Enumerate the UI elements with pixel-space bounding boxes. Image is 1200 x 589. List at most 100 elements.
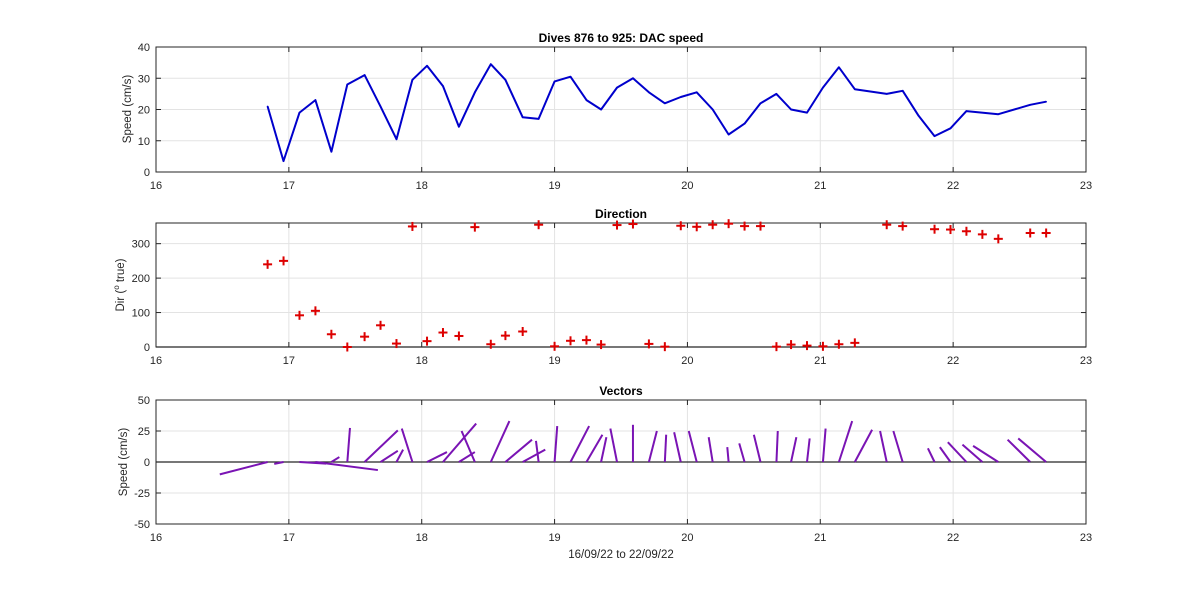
speed-data-point xyxy=(695,91,698,94)
speed-data-point xyxy=(1029,104,1031,106)
direction-marker xyxy=(898,221,908,231)
vectors-chart-x-tick-label: 23 xyxy=(1080,532,1092,544)
vectors-chart-x-tick-label: 21 xyxy=(814,532,826,544)
speed-chart-x-tick-label: 23 xyxy=(1080,180,1092,192)
vectors-chart-y-tick-label: -50 xyxy=(134,519,150,531)
vector-stick xyxy=(707,437,714,463)
vectors-chart-x-tick-label: 22 xyxy=(947,532,959,544)
direction-marker xyxy=(391,339,401,349)
vectors-chart-x-tick-label: 17 xyxy=(283,532,295,544)
speed-chart-ylabel: Speed (cm/s) xyxy=(122,75,134,144)
vector-stick xyxy=(504,438,533,463)
vector-stick xyxy=(647,430,658,463)
direction-marker xyxy=(977,229,987,239)
direction-marker xyxy=(581,335,591,345)
vectors-chart-x-tick-label: 19 xyxy=(548,532,560,544)
vector-stick xyxy=(460,430,476,463)
vector-stick xyxy=(673,432,682,463)
direction-marker xyxy=(596,340,606,350)
speed-chart-x-tick-label: 18 xyxy=(416,180,428,192)
direction-marker xyxy=(294,310,304,320)
direction-ylabel-main: Dir ( xyxy=(115,290,127,312)
direction-marker xyxy=(518,327,528,336)
vector-stick xyxy=(395,449,404,463)
vector-stick xyxy=(1017,437,1047,463)
speed-chart-x-tick-label: 16 xyxy=(150,180,162,192)
direction-chart-group: 16 17 18 19 20 21 22 23 0 100 200 300 xyxy=(132,219,1092,367)
direction-marker xyxy=(802,341,812,351)
vector-stick xyxy=(274,461,284,465)
direction-marker xyxy=(470,222,480,232)
speed-data-point xyxy=(521,116,524,119)
direction-chart-x-tick-label: 17 xyxy=(283,355,295,367)
direction-marker xyxy=(279,256,289,266)
vectors-chart-title: Vectors xyxy=(599,384,643,398)
speed-data-point xyxy=(266,105,269,108)
vectors-chart-y-tick-label: 50 xyxy=(138,395,150,407)
speed-data-point xyxy=(600,108,602,111)
vector-stick xyxy=(522,448,546,463)
direction-ylabel-sup: o xyxy=(112,285,121,290)
direction-marker xyxy=(486,339,496,349)
direction-marker xyxy=(850,338,860,348)
direction-marker xyxy=(771,342,781,352)
direction-chart-y-tick-label: 100 xyxy=(132,308,150,320)
direction-chart-x-tick-label: 19 xyxy=(548,355,560,367)
vector-stick xyxy=(837,420,854,463)
vector-stick xyxy=(330,456,340,463)
vector-stick xyxy=(489,420,511,463)
direction-chart-y-tick-label: 300 xyxy=(132,239,150,251)
speed-data-point xyxy=(553,80,556,83)
vectors-chart-x-tick-label: 20 xyxy=(681,532,693,544)
direction-chart-x-tick-label: 18 xyxy=(416,355,428,367)
speed-chart-y-tick-label: 10 xyxy=(138,136,150,148)
vector-stick xyxy=(927,447,936,463)
vector-stick xyxy=(442,422,477,463)
vector-stick xyxy=(363,429,399,463)
plots-layer: 16 17 18 19 20 21 22 23 0 10 20 30 40 16 17 18 19 20 21 22 2… xyxy=(132,42,1092,544)
direction-marker xyxy=(724,219,734,229)
vector-stick xyxy=(219,461,268,476)
speed-data-point xyxy=(664,102,666,105)
direction-marker xyxy=(692,222,702,232)
speed-data-point xyxy=(395,138,398,140)
direction-marker xyxy=(360,332,370,342)
speed-data-point xyxy=(585,99,588,101)
direction-marker xyxy=(756,221,765,231)
direction-chart-y-tick-label: 200 xyxy=(132,273,150,285)
vector-stick xyxy=(790,436,798,463)
speed-data-point xyxy=(379,105,382,108)
speed-data-point xyxy=(759,102,762,105)
direction-marker xyxy=(612,220,622,230)
speed-chart-y-tick-label: 30 xyxy=(138,73,150,85)
vector-stick xyxy=(600,436,608,463)
speed-data-point xyxy=(743,122,746,125)
vector-stick xyxy=(663,434,668,463)
vector-stick xyxy=(961,443,984,463)
direction-marker xyxy=(566,336,576,346)
speed-data-point xyxy=(458,125,460,128)
speed-data-point xyxy=(426,64,428,67)
speed-chart-y-tick-label: 20 xyxy=(138,105,150,117)
speed-chart-title: Dives 876 to 925: DAC speed xyxy=(539,31,704,45)
vectors-chart-y-tick-label: -25 xyxy=(134,488,150,500)
vectors-chart-xlabel: 16/09/22 to 22/09/22 xyxy=(568,549,674,561)
speed-data-point xyxy=(997,113,1000,115)
speed-data-point xyxy=(632,77,634,80)
vectors-chart-x-tick-label: 18 xyxy=(416,532,428,544)
speed-chart-x-tick-label: 19 xyxy=(548,180,560,192)
speed-data-point xyxy=(330,150,333,153)
direction-chart-x-tick-label: 22 xyxy=(947,355,959,367)
vector-stick xyxy=(379,450,399,463)
direction-marker xyxy=(438,328,448,338)
direction-marker xyxy=(326,329,336,339)
vector-stick xyxy=(726,447,730,463)
speed-data-point xyxy=(282,160,285,162)
speed-data-point xyxy=(442,85,444,87)
vectors-chart-group: 16 17 18 19 20 21 22 23 -50 -25 0 25 50 xyxy=(134,395,1092,544)
speed-data-point xyxy=(616,86,618,89)
speed-data-point xyxy=(965,110,968,112)
direction-marker xyxy=(628,219,638,229)
speed-data-point xyxy=(854,88,856,90)
direction-chart-title: Direction xyxy=(595,207,647,221)
